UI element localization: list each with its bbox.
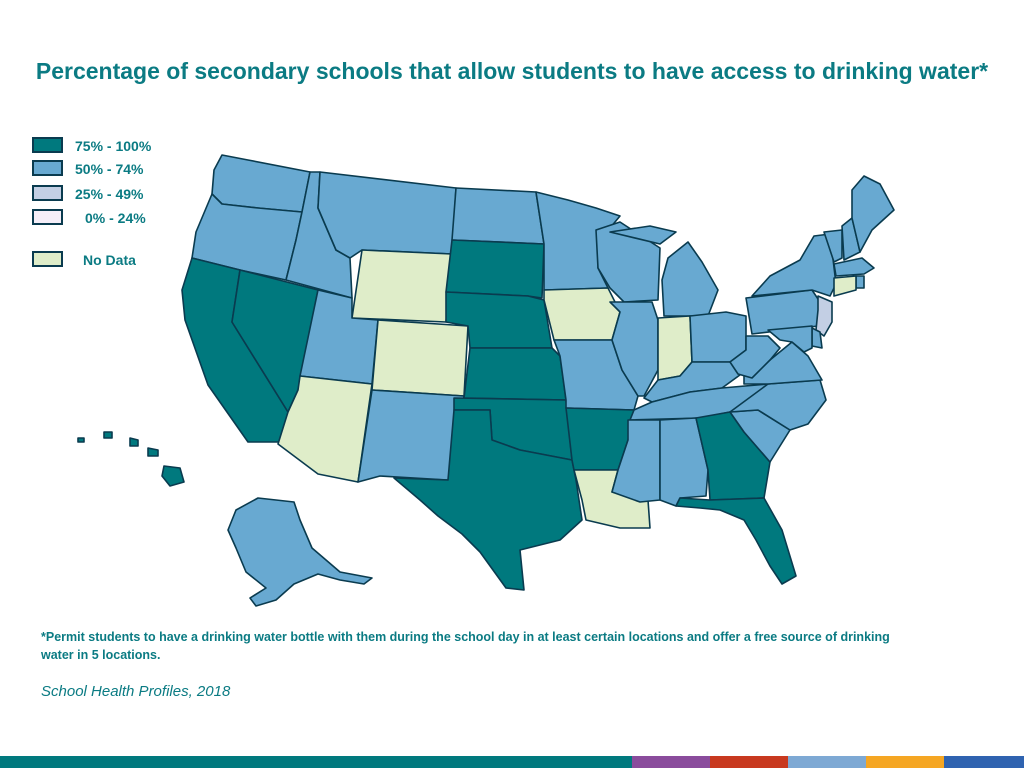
state-ct [833,275,857,297]
footer-segment [944,756,1024,768]
legend-label: 75% - 100% [75,138,152,154]
footer-segment [866,756,944,768]
legend-label: 50% - 74% [75,161,144,177]
legend-item-0-24: 0% - 24% [32,208,192,228]
state-tx [393,409,583,591]
state-ma [833,257,875,277]
state-oh [689,311,747,363]
state-co [371,319,469,397]
legend-swatch [32,209,63,225]
footnote: *Permit students to have a drinking wate… [41,630,890,662]
legend-item-50-74: 50% - 74% [32,159,192,179]
legend-item-75-100: 75% - 100% [32,136,192,156]
footer-segment [788,756,866,768]
state-va [743,341,823,385]
legend-item-25-49: 25% - 49% [32,184,192,204]
legend-label: 25% - 49% [75,186,144,202]
state-ak [227,497,373,607]
state-il [609,301,659,397]
state-mi [609,225,719,317]
state-ks [463,347,567,401]
state-me [851,175,895,253]
state-ny [751,233,837,297]
state-nj [815,295,833,337]
legend-label: 0% - 24% [85,210,146,226]
legend-swatch [32,137,63,153]
state-wv [729,335,781,379]
map-title: Percentage of secondary schools that all… [35,58,989,84]
legend-item-no-data: No Data [32,250,192,270]
state-hi [77,431,185,487]
footer-segment [0,756,632,768]
state-sd [445,239,545,299]
state-wy [351,249,453,323]
state-wa [211,154,311,213]
footer-segment [710,756,788,768]
state-md [767,325,813,353]
footer-segment [632,756,710,768]
state-ia [543,287,621,341]
source-citation: School Health Profiles, 2018 [41,683,231,700]
legend-swatch [32,160,63,176]
state-nm [357,389,465,483]
footer-color-bar [0,756,1024,768]
legend-swatch [32,185,63,201]
state-vt [823,229,843,263]
legend-label: No Data [83,252,136,268]
state-mt [317,171,457,259]
state-nd [451,187,545,245]
state-fl [675,497,797,585]
legend-swatch [32,251,63,267]
state-wi [595,221,661,303]
state-ri [855,275,865,289]
